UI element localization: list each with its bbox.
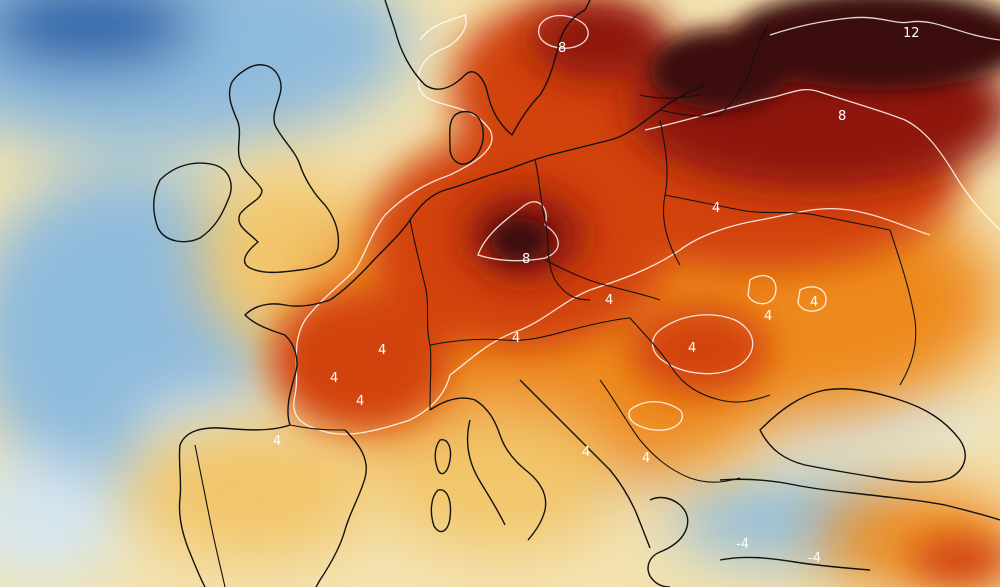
warm-area-iberia [130,420,370,560]
isotherm-4-hungary [628,401,683,431]
border-russia-west [719,24,769,116]
isotherm-8-east [644,88,1000,231]
warm-area-italy [380,410,620,550]
border-hungary-romania [629,317,771,403]
contour-label: 4 [810,295,818,310]
contour-label: 4 [582,445,590,460]
greece-coastline [647,496,689,587]
hot-area-far-southeast [910,535,1000,585]
isotherms [293,14,1000,435]
extreme-area-baltic [650,30,790,110]
isotherm-8-scandinavia [538,14,589,49]
hot-area-carpathians [630,305,770,395]
country-borders [194,24,917,587]
great-britain-coastline [228,64,340,274]
black-sea-coastline [759,388,966,483]
very-hot-area-norway [530,0,670,80]
isotherm-12 [769,16,1000,41]
contour-label: 4 [642,451,650,466]
isotherm-4-carpathians [651,314,754,375]
contour-label: -4 [736,537,749,552]
continental-north-coastline [329,84,706,301]
hot-area-france [270,290,450,430]
contour-label: 4 [356,394,364,409]
isotherm-8-germany [477,201,559,262]
scandinavia-coastline [384,0,591,136]
border-iberia-internal [194,444,226,587]
isotherm-4-east [797,286,827,312]
contour-label: 8 [838,109,846,124]
isotherm-4-ukraine [747,275,777,305]
corsica-sardinia-coastline [430,439,452,533]
contour-label: 4 [512,331,520,346]
isotherm-4-southwest [293,269,451,435]
border-balkans [599,379,741,483]
border-czech-austria [544,259,661,301]
border-ukraine-east [889,229,917,386]
france-atlantic-coastline [244,299,331,426]
border-belarus-ukraine [664,194,891,231]
land-outlines [153,0,1000,587]
contour-label: 8 [558,41,566,56]
isotherm-4-northwest [354,14,493,271]
contour-label: 8 [522,252,530,267]
contour-label: 4 [273,434,281,449]
contour-label: 12 [903,26,920,41]
contour-labels: 12 8 8 8 4 4 4 4 4 4 4 4 4 4 4 4 -4 -4 [273,26,920,566]
ireland-coastline [153,162,232,243]
adriatic-balkan-coastline [519,379,651,549]
contour-label: 4 [378,343,386,358]
anatolia-coastline [719,478,1000,571]
contour-label: 4 [712,201,720,216]
iberia-coastline [178,424,367,587]
cold-area-southwest [0,460,130,580]
border-baltic-states [639,94,721,117]
border-france-germany [409,219,432,411]
cold-core-north-atlantic [0,0,200,70]
isotherm-4-central [449,207,931,376]
border-pyrenees [289,424,345,431]
border-germany-poland [534,159,591,301]
contour-label: 4 [688,341,696,356]
contour-label: 4 [330,371,338,386]
border-alps [429,317,631,346]
extreme-core-germany [490,218,550,262]
contour-label: 4 [764,309,772,324]
italy-coastline [429,397,547,541]
contour-label: 4 [605,293,613,308]
denmark-coastline [449,110,484,165]
contour-label: -4 [808,551,821,566]
